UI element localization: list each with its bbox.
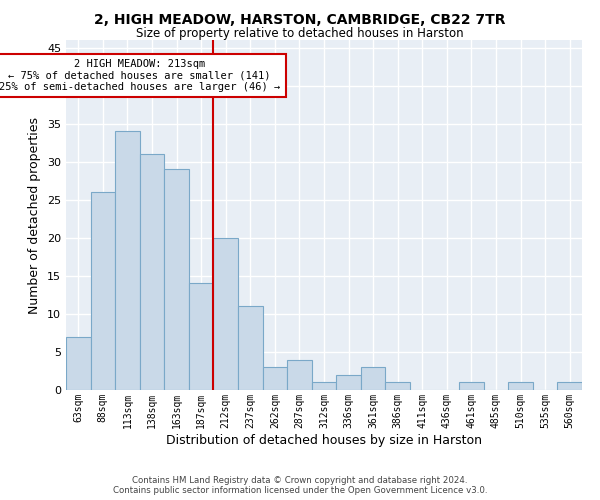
Bar: [115, 132, 140, 390]
Bar: [66, 336, 91, 390]
Bar: [140, 154, 164, 390]
Bar: [385, 382, 410, 390]
Bar: [557, 382, 582, 390]
Y-axis label: Number of detached properties: Number of detached properties: [28, 116, 41, 314]
Bar: [189, 284, 214, 390]
Bar: [459, 382, 484, 390]
Bar: [361, 367, 385, 390]
Bar: [164, 170, 189, 390]
Bar: [287, 360, 312, 390]
Bar: [508, 382, 533, 390]
Text: 2, HIGH MEADOW, HARSTON, CAMBRIDGE, CB22 7TR: 2, HIGH MEADOW, HARSTON, CAMBRIDGE, CB22…: [94, 12, 506, 26]
Bar: [263, 367, 287, 390]
Bar: [312, 382, 336, 390]
Bar: [91, 192, 115, 390]
Bar: [238, 306, 263, 390]
Bar: [336, 375, 361, 390]
Text: Contains HM Land Registry data © Crown copyright and database right 2024.
Contai: Contains HM Land Registry data © Crown c…: [113, 476, 487, 495]
Text: 2 HIGH MEADOW: 213sqm
← 75% of detached houses are smaller (141)
25% of semi-det: 2 HIGH MEADOW: 213sqm ← 75% of detached …: [0, 59, 280, 92]
Bar: [214, 238, 238, 390]
Text: Size of property relative to detached houses in Harston: Size of property relative to detached ho…: [136, 28, 464, 40]
X-axis label: Distribution of detached houses by size in Harston: Distribution of detached houses by size …: [166, 434, 482, 446]
